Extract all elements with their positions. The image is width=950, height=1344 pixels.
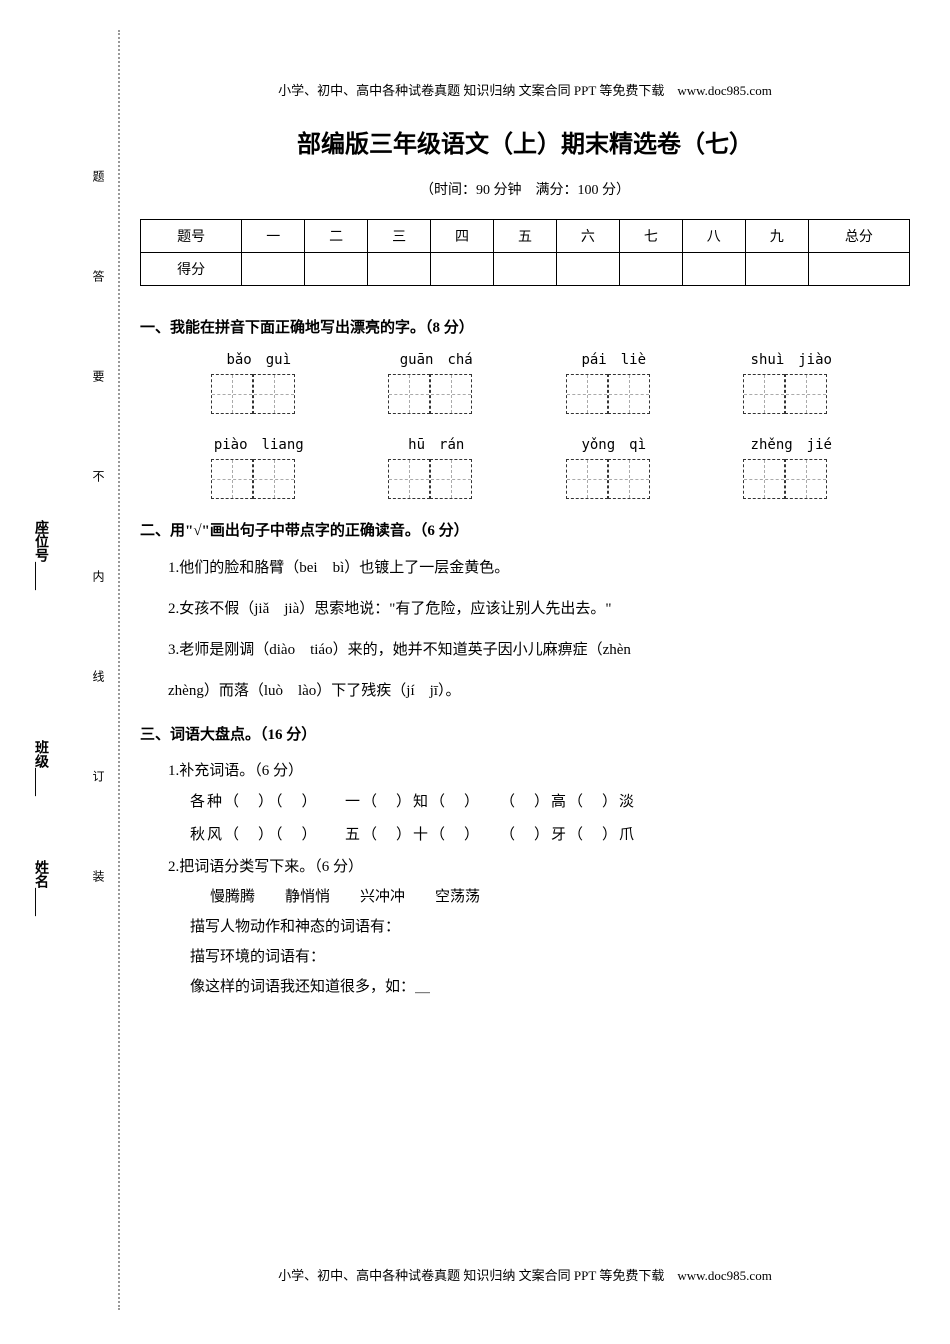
binding-mark: 装 [90,870,107,886]
section-2-title: 二、用"√"画出句子中带点字的正确读音。（6 分） [140,519,910,540]
pinyin-label: bǎo guì [199,349,319,369]
table-cell: 八 [682,220,745,253]
write-box[interactable] [743,459,839,499]
table-cell: 总分 [808,220,909,253]
pinyin-label: shuì jiào [731,349,851,369]
pinyin-label: zhěng jié [731,434,851,454]
binding-mark: 题 [90,170,107,186]
exam-title: 部编版三年级语文（上）期末精选卷（七） [140,124,910,159]
desc-line: 像这样的词语我还知道很多，如：＿ [190,972,910,1002]
write-box[interactable] [388,459,484,499]
section-1-title: 一、我能在拼音下面正确地写出漂亮的字。（8 分） [140,316,910,337]
table-cell: 七 [619,220,682,253]
pinyin-label: pái liè [554,349,674,369]
write-box[interactable] [211,374,307,414]
header-note: 小学、初中、高中各种试卷真题 知识归纳 文案合同 PPT 等免费下载 www.d… [140,80,910,99]
write-box[interactable] [566,374,662,414]
sub-title: 2.把词语分类写下来。（6 分） [168,852,910,882]
binding-mark: 线 [90,670,107,686]
desc-line: 描写环境的词语有： [190,942,910,972]
question-text: 1.他们的脸和胳臂（bei bì）也镀上了一层金黄色。 [168,552,910,585]
binding-mark: 要 [90,370,107,386]
pinyin-label: yǒng qì [554,434,674,454]
section-3-title: 三、词语大盘点。（16 分） [140,723,910,744]
seat-label: 座位号____ [30,520,50,590]
score-table: 题号 一 二 三 四 五 六 七 八 九 总分 得分 [140,219,910,286]
footer-note: 小学、初中、高中各种试卷真题 知识归纳 文案合同 PPT 等免费下载 www.d… [140,1265,910,1284]
sub-title: 1.补充词语。（6 分） [168,756,910,786]
write-box[interactable] [743,374,839,414]
table-cell: 三 [368,220,431,253]
table-cell: 题号 [141,220,242,253]
pinyin-label: piào liang [199,434,319,454]
question-text: zhèng）而落（luò lào）下了残疾（jí jī）。 [168,675,910,708]
name-label: 姓名____ [30,860,50,916]
table-cell: 九 [745,220,808,253]
pinyin-label: hū rán [376,434,496,454]
exam-subtitle: （时间：90 分钟 满分：100 分） [140,179,910,199]
table-cell: 二 [305,220,368,253]
table-cell: 四 [431,220,494,253]
table-cell: 一 [242,220,305,253]
binding-mark: 答 [90,270,107,286]
class-label: 班级____ [30,740,50,796]
table-cell: 五 [494,220,557,253]
question-text: 3.老师是刚调（diào tiáo）来的，她并不知道英子因小儿麻痹症（zhèn [168,634,910,667]
write-box[interactable] [566,459,662,499]
idiom-line: 秋风（ ）（ ） 五（ ）十（ ） （ ）牙（ ）爪 [190,819,910,852]
word-list: 慢腾腾 静悄悄 兴冲冲 空荡荡 [210,882,910,912]
binding-mark: 不 [90,470,107,486]
table-cell: 六 [556,220,619,253]
table-cell: 得分 [141,253,242,286]
pinyin-label: guān chá [376,349,496,369]
binding-mark: 订 [90,770,107,786]
binding-mark: 内 [90,570,107,586]
question-text: 2.女孩不假（jiǎ jià）思索地说："有了危险，应该让别人先出去。" [168,593,910,626]
idiom-line: 各种（ ）（ ） 一（ ）知（ ） （ ）高（ ）淡 [190,786,910,819]
write-box[interactable] [388,374,484,414]
desc-line: 描写人物动作和神态的词语有： [190,912,910,942]
write-box[interactable] [211,459,307,499]
